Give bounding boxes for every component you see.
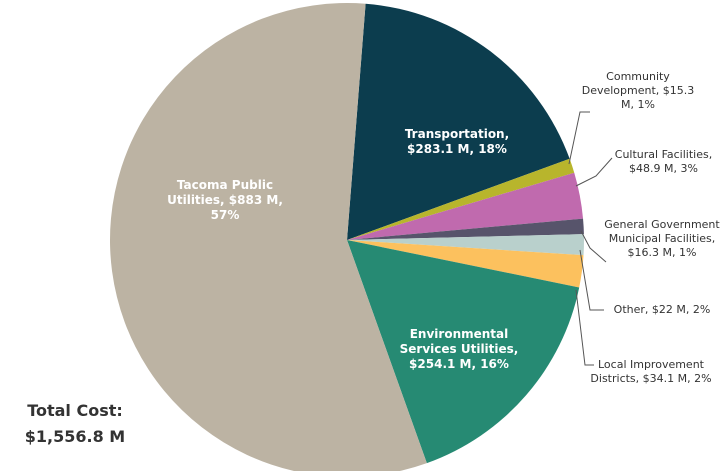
pie-slice [347, 172, 584, 240]
pie-slice [110, 3, 427, 471]
pie-slice [347, 240, 580, 464]
slice-label: Other, $22 M, 2% [613, 303, 711, 316]
pie-slice [347, 218, 584, 240]
pie-slice [347, 3, 570, 241]
total-cost: Total Cost: $1,556.8 M [0, 398, 150, 450]
slice-label: General Government Municipal Facilities,… [604, 218, 720, 259]
leader-line [568, 111, 590, 165]
pie-slice [347, 234, 584, 256]
slice-label: Community Development, $15.3 M, 1% [581, 70, 695, 111]
slice-label: Local Improvement Districts, $34.1 M, 2% [590, 358, 712, 385]
leader-line [580, 230, 607, 263]
slice-label: Tacoma Public Utilities, $883 M, 57% [167, 178, 283, 222]
leader-line [575, 157, 613, 187]
leader-line [579, 249, 604, 311]
total-value: $1,556.8 M [24, 427, 126, 446]
total-label: Total Cost: [27, 401, 123, 420]
leader-line [575, 289, 594, 366]
pie-slice [347, 240, 584, 288]
pie-slice [347, 158, 575, 240]
slice-label: Environmental Services Utilities, $254.1… [399, 327, 519, 371]
slice-label: Transportation, $283.1 M, 18% [404, 127, 510, 156]
slice-label: Cultural Facilities, $48.9 M, 3% [614, 148, 713, 175]
